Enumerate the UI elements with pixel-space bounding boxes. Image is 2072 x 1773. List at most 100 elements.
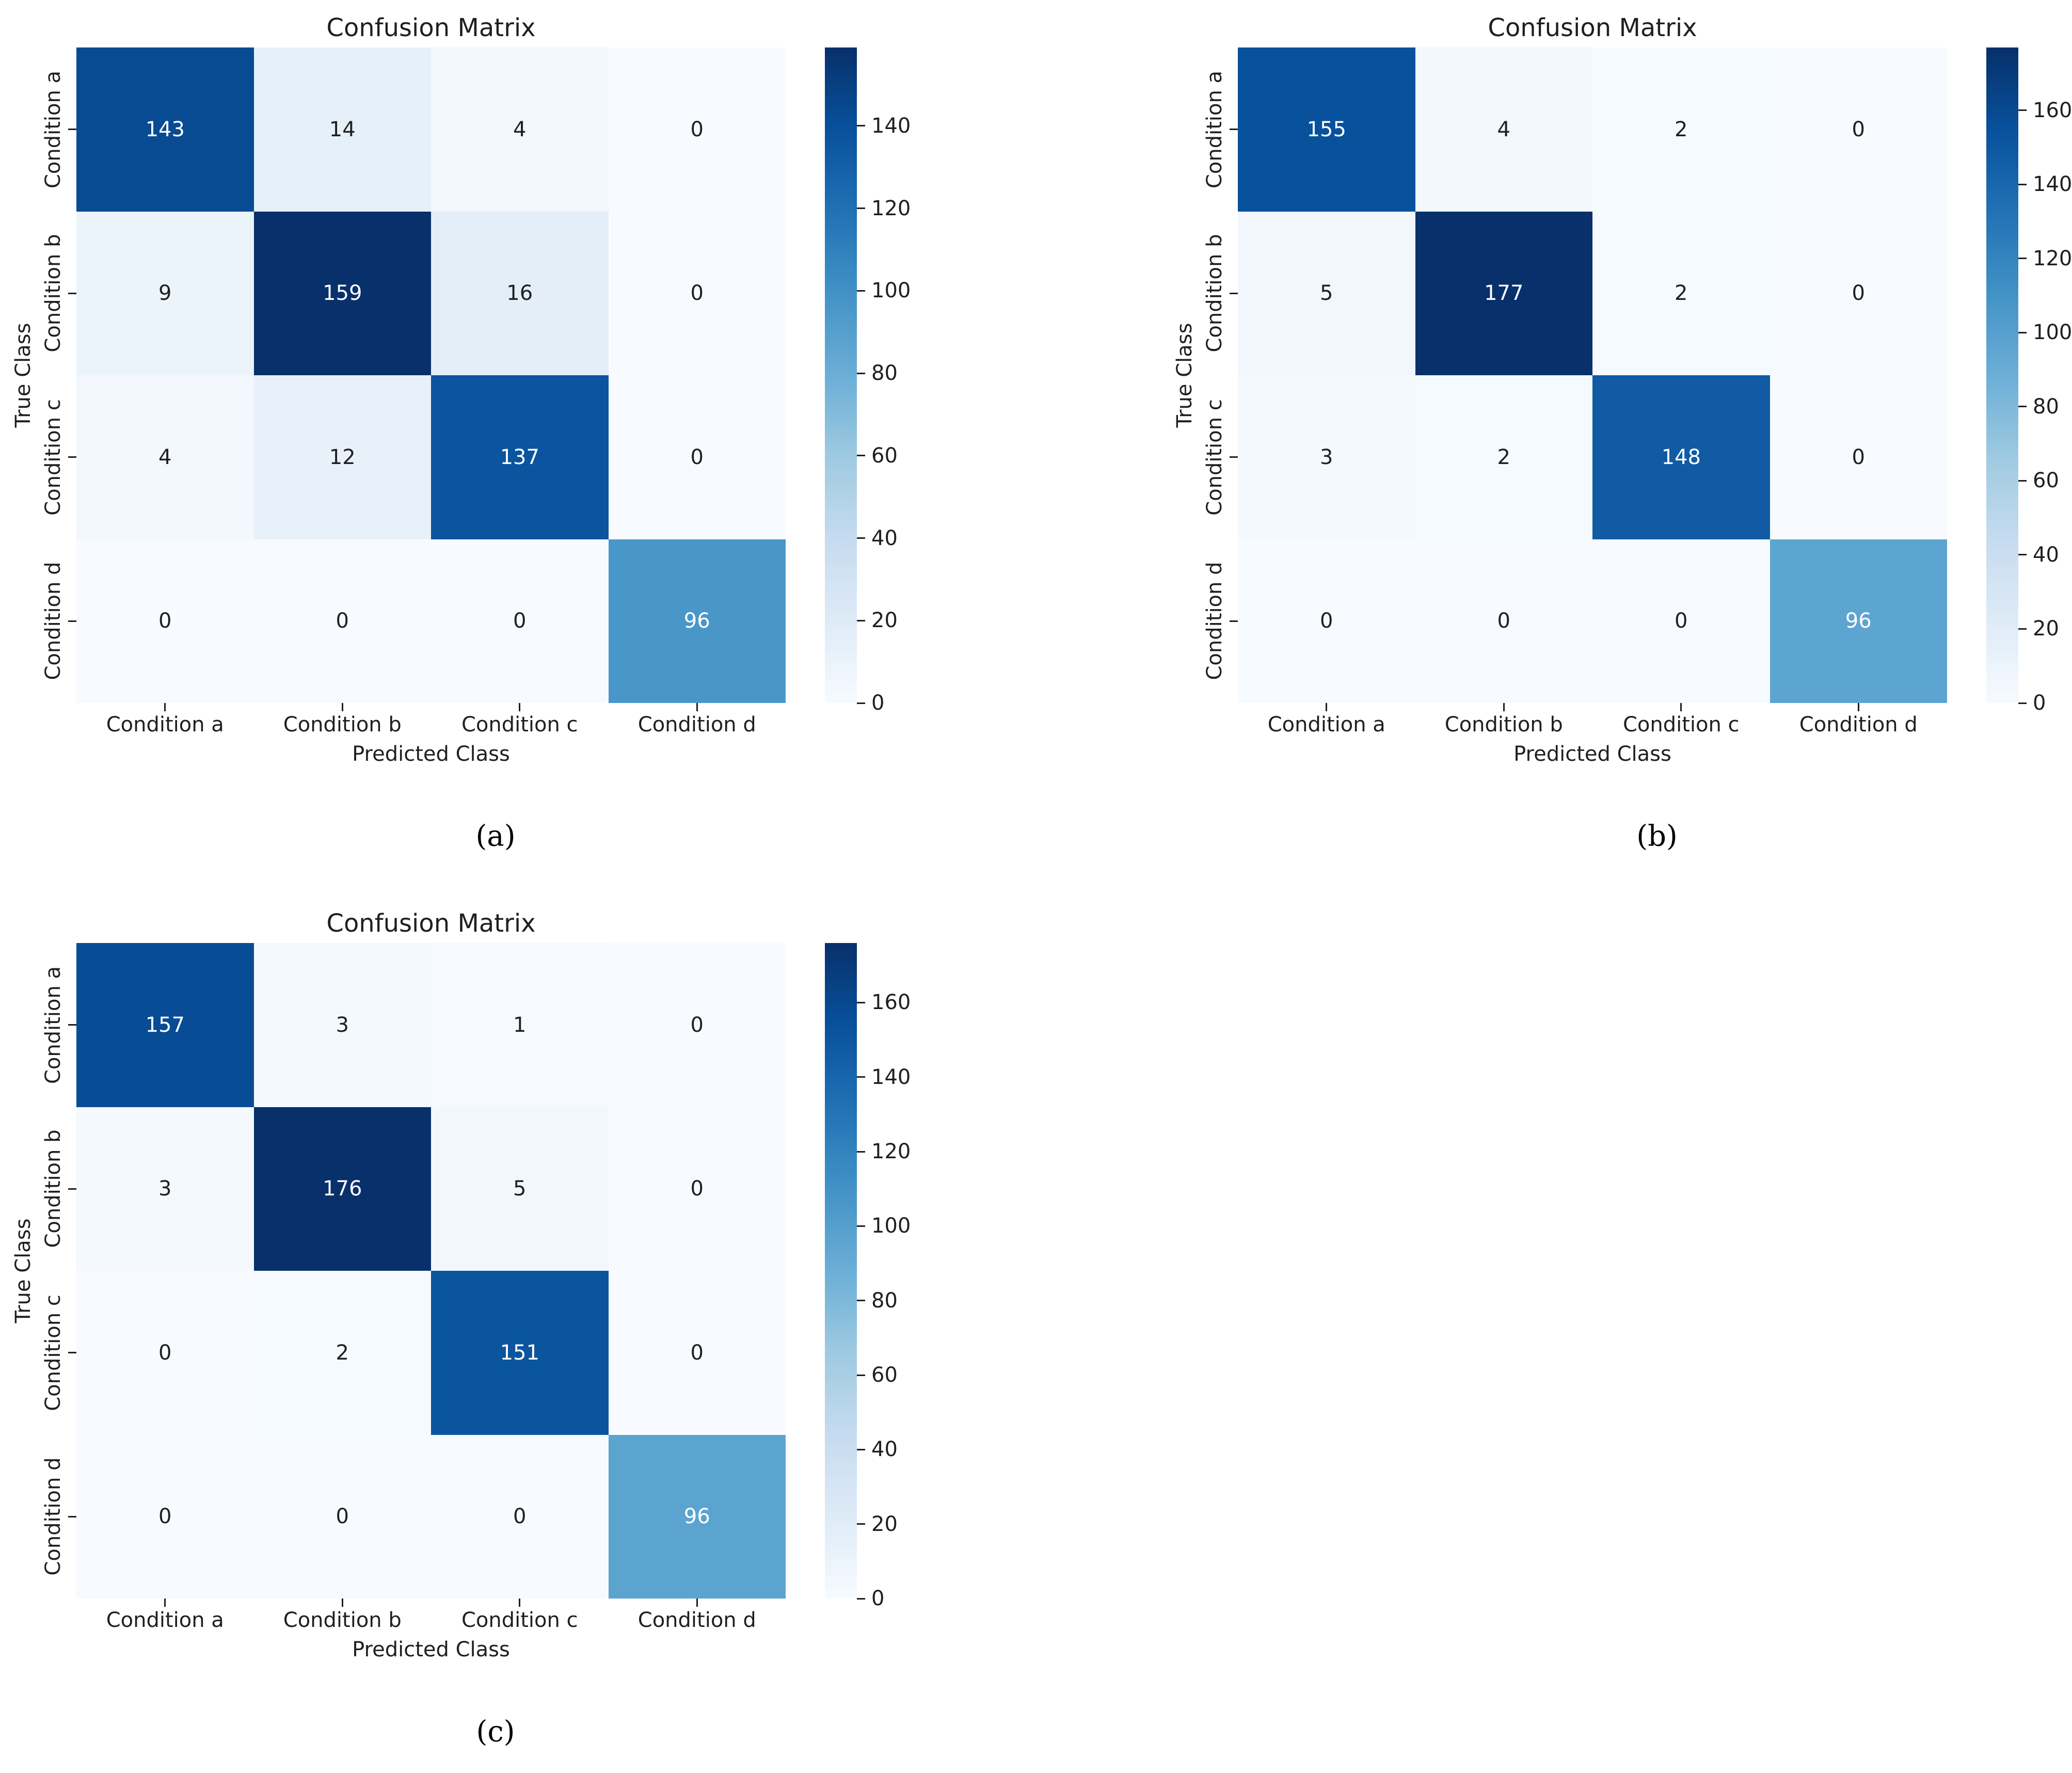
y-tick-label: Condition a <box>41 70 65 188</box>
y-tick-label: Condition d <box>1203 562 1226 680</box>
heatmap-cell: 0 <box>76 539 254 703</box>
panel-caption: (b) <box>1636 819 1678 853</box>
y-tick-label: Condition b <box>41 234 65 353</box>
chart-title: Confusion Matrix <box>326 909 536 938</box>
colorbar-tick-label: 0 <box>871 1587 885 1610</box>
colorbar-tick-label: 120 <box>871 1140 911 1164</box>
heatmap-cell: 177 <box>1415 211 1592 375</box>
y-tick-label: Condition c <box>1203 398 1226 516</box>
heatmap-cell: 12 <box>253 375 431 539</box>
colorbar-tick-label: 140 <box>871 1065 911 1089</box>
x-tick-label: Condition d <box>1799 713 1918 737</box>
colorbar-tick-mark <box>2018 480 2027 482</box>
x-tick-mark <box>341 703 343 711</box>
colorbar-tick-label: 20 <box>871 1512 898 1536</box>
heatmap-cell: 5 <box>1238 211 1415 375</box>
colorbar-tick-mark <box>857 1076 865 1078</box>
heatmap-cell: 0 <box>1238 539 1415 703</box>
colorbar-tick-mark <box>857 1448 865 1450</box>
heatmap-cell: 2 <box>1415 375 1592 539</box>
x-tick-mark <box>164 703 166 711</box>
colorbar-tick-mark <box>2018 702 2027 704</box>
colorbar-tick-mark <box>857 290 865 292</box>
heatmap-cell: 3 <box>76 1107 254 1271</box>
heatmap-cell: 0 <box>431 539 609 703</box>
x-tick-label: Condition a <box>1267 713 1385 737</box>
y-tick-mark <box>68 1024 76 1026</box>
heatmap-grid: 157 3 1 0 3 176 5 0 0 2 151 0 0 0 0 96 <box>76 943 786 1599</box>
colorbar-tick-label: 100 <box>871 1214 911 1238</box>
y-tick-label: Condition a <box>41 966 65 1084</box>
colorbar-tick-mark <box>857 207 865 209</box>
colorbar-tick-label: 40 <box>871 1437 898 1462</box>
y-tick-mark <box>68 129 76 131</box>
colorbar-tick-mark <box>857 455 865 457</box>
heatmap-cell: 96 <box>608 1434 786 1599</box>
colorbar-tick-mark <box>2018 406 2027 408</box>
heatmap-cell: 176 <box>253 1107 431 1271</box>
colorbar-tick-label: 80 <box>871 1288 898 1313</box>
subplot-c: Confusion Matrix True Class 157 3 1 0 3 176 5 0… <box>0 896 929 1773</box>
x-tick-label: Condition d <box>637 1608 756 1632</box>
x-tick-label: Condition a <box>106 1608 224 1632</box>
heatmap-cell: 0 <box>253 1434 431 1599</box>
heatmap-cell: 1 <box>431 943 609 1107</box>
colorbar-tick-mark <box>857 1001 865 1003</box>
y-tick-label: Condition d <box>41 562 65 680</box>
colorbar-tick-mark <box>857 537 865 539</box>
chart-title: Confusion Matrix <box>326 13 536 42</box>
heatmap-cell: 155 <box>1238 47 1415 212</box>
heatmap-cell: 0 <box>608 375 786 539</box>
heatmap-cell: 96 <box>608 539 786 703</box>
x-tick-mark <box>1857 703 1859 711</box>
heatmap-cell: 2 <box>1592 47 1770 212</box>
heatmap-cell: 16 <box>431 211 609 375</box>
colorbar-tick-mark <box>857 1300 865 1302</box>
heatmap-cell: 96 <box>1770 539 1947 703</box>
colorbar-tick-label: 0 <box>871 691 885 715</box>
colorbar-tick-label: 20 <box>2033 617 2059 641</box>
colorbar-tick-label: 20 <box>871 609 898 633</box>
colorbar-tick-label: 0 <box>2033 691 2046 715</box>
colorbar-tick-label: 140 <box>871 114 911 138</box>
colorbar-tick-label: 140 <box>2033 172 2072 197</box>
y-tick-mark <box>68 292 76 294</box>
y-axis-label: True Class <box>11 1218 35 1323</box>
x-tick-label: Condition a <box>106 713 224 737</box>
y-tick-mark <box>68 456 76 458</box>
subplot-a: Confusion Matrix True Class 143 14 4 0 9 159 1… <box>0 0 929 877</box>
chart-title: Confusion Matrix <box>1488 13 1697 42</box>
colorbar-gradient <box>825 47 857 703</box>
heatmap-cell: 0 <box>253 539 431 703</box>
y-tick-mark <box>68 1188 76 1190</box>
colorbar-tick-label: 40 <box>2033 542 2059 567</box>
y-tick-mark <box>1230 456 1238 458</box>
heatmap-cell: 9 <box>76 211 254 375</box>
x-tick-label: Condition c <box>461 713 578 737</box>
heatmap-cell: 143 <box>76 47 254 212</box>
y-tick-mark <box>1230 292 1238 294</box>
heatmap-cell: 137 <box>431 375 609 539</box>
colorbar-tick-mark <box>857 1523 865 1525</box>
y-tick-mark <box>68 1515 76 1518</box>
heatmap-cell: 4 <box>1415 47 1592 212</box>
heatmap-cell: 0 <box>76 1271 254 1435</box>
heatmap-cell: 157 <box>76 943 254 1107</box>
heatmap-grid: 143 14 4 0 9 159 16 0 4 12 137 0 0 0 0 96 <box>76 47 786 703</box>
heatmap-cell: 3 <box>253 943 431 1107</box>
x-tick-label: Condition b <box>1444 713 1563 737</box>
y-tick-label: Condition c <box>41 398 65 516</box>
colorbar-tick-mark <box>857 1374 865 1376</box>
y-tick-label: Condition c <box>41 1294 65 1411</box>
heatmap-cell: 14 <box>253 47 431 212</box>
heatmap-cell: 0 <box>608 1107 786 1271</box>
x-tick-mark <box>1503 703 1505 711</box>
x-tick-mark <box>696 1599 698 1607</box>
x-tick-mark <box>164 1599 166 1607</box>
y-tick-mark <box>1230 620 1238 622</box>
heatmap-cell: 0 <box>608 47 786 212</box>
y-tick-label: Condition a <box>1203 70 1226 188</box>
heatmap-cell: 4 <box>431 47 609 212</box>
x-tick-label: Condition c <box>1622 713 1740 737</box>
x-tick-label: Condition d <box>637 713 756 737</box>
